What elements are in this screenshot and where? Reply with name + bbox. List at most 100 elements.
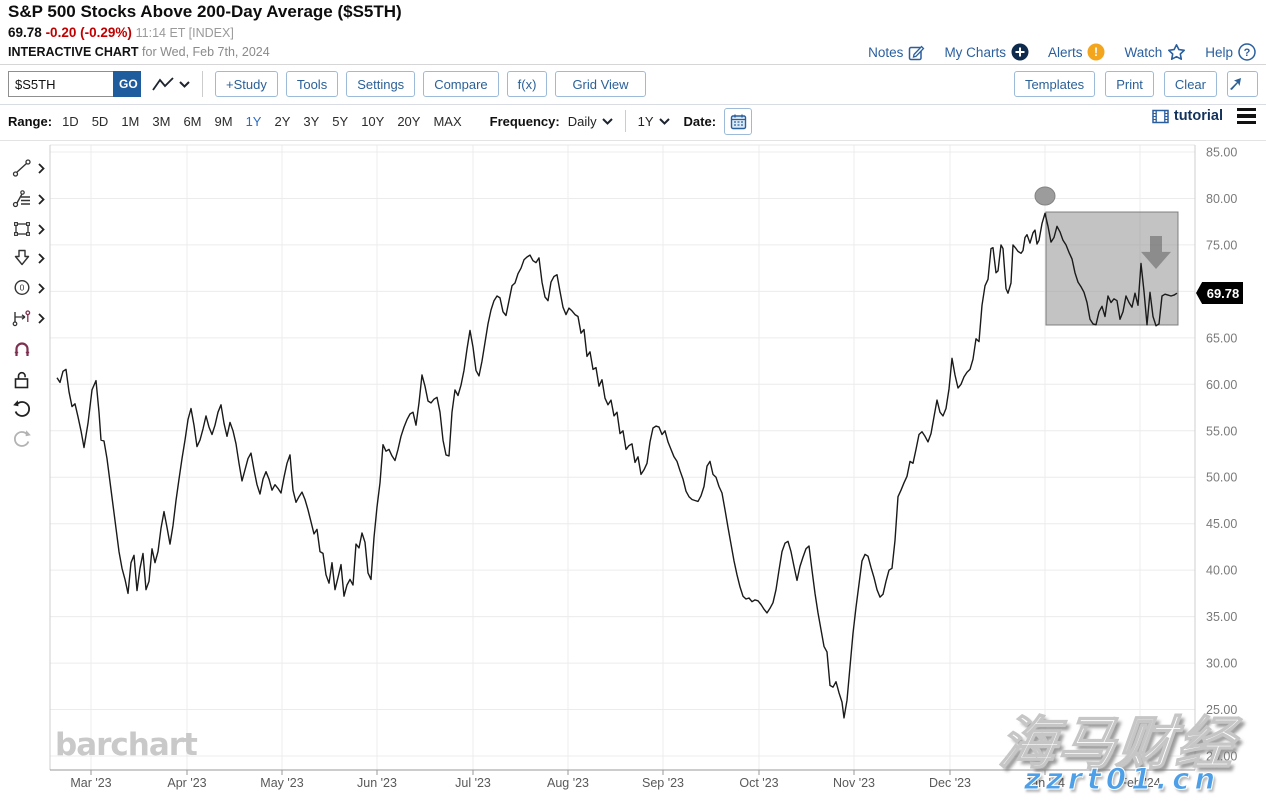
range-bar-right: tutorial: [1152, 108, 1256, 124]
range-option-5y[interactable]: 5Y: [332, 113, 349, 129]
undo-icon: [13, 400, 31, 417]
tool-measure[interactable]: [11, 306, 51, 330]
period-dropdown[interactable]: 1Y: [638, 114, 670, 129]
range-option-2y[interactable]: 2Y: [274, 113, 291, 129]
calendar-icon: [730, 114, 746, 129]
help-link[interactable]: Help ?: [1205, 43, 1256, 61]
tool-arrow[interactable]: [11, 246, 51, 270]
my-charts-link[interactable]: My Charts: [944, 43, 1029, 61]
help-label: Help: [1205, 44, 1233, 60]
toolbar-buttons: +Study Tools Settings Compare f(x) Grid …: [215, 71, 646, 97]
tools-button[interactable]: Tools: [285, 71, 339, 97]
add-study-button[interactable]: +Study: [215, 71, 278, 97]
notes-link[interactable]: Notes: [868, 44, 925, 61]
chart-toolbar: GO +Study Tools Settings Compare f(x) Gr…: [8, 71, 646, 97]
settings-button[interactable]: Settings: [346, 71, 416, 97]
rectangle-shape-icon: [14, 222, 30, 236]
tool-shapes[interactable]: [11, 217, 51, 241]
range-option-3m[interactable]: 3M: [152, 113, 171, 129]
svg-text:Nov '23: Nov '23: [833, 776, 875, 790]
tutorial-video-icon: [1152, 109, 1169, 123]
interactive-chart-label: INTERACTIVE CHART: [8, 45, 139, 59]
svg-text:35.00: 35.00: [1206, 610, 1237, 624]
range-option-1m[interactable]: 1M: [121, 113, 140, 129]
toolbar-right: Templates Print Clear: [1013, 71, 1258, 97]
svg-text:Dec '23: Dec '23: [929, 776, 971, 790]
draw-arrow-icon: [1230, 78, 1241, 90]
magnet-icon: [14, 342, 30, 356]
tool-annotations[interactable]: [11, 187, 51, 211]
clear-button[interactable]: Clear: [1163, 71, 1217, 97]
chevron-right-icon: [38, 252, 45, 264]
chevron-right-icon: [38, 223, 45, 235]
notes-icon: [909, 45, 925, 60]
alert-badge-icon: !: [1087, 43, 1105, 61]
last-price: 69.78: [8, 25, 42, 40]
svg-text:Oct '23: Oct '23: [739, 776, 778, 790]
price-change: -0.20 (-0.29%): [45, 25, 132, 40]
range-options: 1D 5D 1M 3M 6M 9M 1Y 2Y 3Y 5Y 10Y 20Y MAX: [62, 114, 462, 129]
range-label: Range:: [8, 113, 53, 129]
svg-text:75.00: 75.00: [1206, 238, 1237, 252]
watch-label: Watch: [1124, 44, 1163, 60]
svg-text:Mar '23: Mar '23: [70, 776, 111, 790]
svg-text:80.00: 80.00: [1206, 192, 1237, 206]
chevron-right-icon: [38, 162, 45, 174]
plus-circle-icon: [1011, 43, 1029, 61]
range-option-10y[interactable]: 10Y: [361, 113, 385, 129]
print-button[interactable]: Print: [1105, 71, 1154, 97]
svg-text:65.00: 65.00: [1206, 331, 1237, 345]
tool-ellipse-counter[interactable]: 0: [11, 276, 51, 300]
measure-icon: [12, 310, 31, 327]
my-charts-label: My Charts: [944, 44, 1006, 60]
tool-unlock[interactable]: [11, 368, 51, 392]
range-option-6m[interactable]: 6M: [183, 113, 202, 129]
svg-text:!: !: [1094, 45, 1098, 59]
range-option-1d[interactable]: 1D: [62, 113, 79, 129]
chevron-right-icon: [38, 312, 45, 324]
compare-button[interactable]: Compare: [423, 71, 499, 97]
range-option-9m[interactable]: 9M: [214, 113, 233, 129]
tutorial-link[interactable]: tutorial: [1152, 108, 1223, 124]
question-circle-icon: ?: [1238, 43, 1256, 61]
range-bar: Range: 1D 5D 1M 3M 6M 9M 1Y 2Y 3Y 5Y 10Y 20Y MAX Fre…: [8, 107, 753, 135]
toolbar-separator: [202, 71, 203, 97]
svg-text:0: 0: [20, 283, 25, 293]
templates-button[interactable]: Templates: [1013, 71, 1096, 97]
alerts-link[interactable]: Alerts !: [1048, 43, 1106, 61]
svg-text:Aug '23: Aug '23: [547, 776, 589, 790]
menu-icon[interactable]: [1237, 108, 1256, 124]
range-option-20y[interactable]: 20Y: [397, 113, 421, 129]
undo-button[interactable]: [11, 397, 51, 421]
svg-text:Jun '23: Jun '23: [357, 776, 397, 790]
svg-text:60.00: 60.00: [1206, 378, 1237, 392]
tool-trendline[interactable]: [11, 156, 51, 180]
page-title: S&P 500 Stocks Above 200-Day Average ($S…: [8, 2, 402, 21]
svg-text:50.00: 50.00: [1206, 471, 1237, 485]
barchart-watermark: barchart: [55, 727, 198, 763]
date-picker-button[interactable]: [724, 107, 753, 135]
range-option-3y[interactable]: 3Y: [303, 113, 320, 129]
go-button[interactable]: GO: [113, 71, 141, 97]
interactive-chart-subtitle: INTERACTIVE CHART for Wed, Feb 7th, 2024: [8, 45, 270, 59]
line-chart-type-icon: [152, 76, 174, 91]
chevron-right-icon: [38, 193, 45, 205]
watch-link[interactable]: Watch: [1124, 43, 1186, 61]
svg-text:Apr '23: Apr '23: [167, 776, 206, 790]
last-price-tag: 69.78: [1196, 281, 1243, 305]
quick-links: Notes My Charts Alerts ! Watch Help ?: [868, 43, 1256, 61]
tool-magnet[interactable]: [11, 338, 51, 362]
frequency-dropdown[interactable]: Daily: [568, 114, 613, 129]
range-option-5d[interactable]: 5D: [91, 113, 109, 129]
redo-button[interactable]: [11, 427, 51, 451]
fx-button[interactable]: f(x): [506, 71, 548, 97]
range-option-max[interactable]: MAX: [433, 113, 462, 129]
chevron-down-icon: [658, 117, 670, 125]
chart-type-selector[interactable]: [151, 76, 190, 93]
quote-time: 11:14 ET [INDEX]: [135, 26, 234, 40]
grid-view-button[interactable]: Grid View: [555, 71, 646, 97]
range-option-1y[interactable]: 1Y: [245, 113, 262, 129]
annotation-list-icon: [12, 190, 30, 208]
symbol-input[interactable]: [8, 71, 113, 97]
annotate-arrow-button[interactable]: [1227, 71, 1258, 97]
